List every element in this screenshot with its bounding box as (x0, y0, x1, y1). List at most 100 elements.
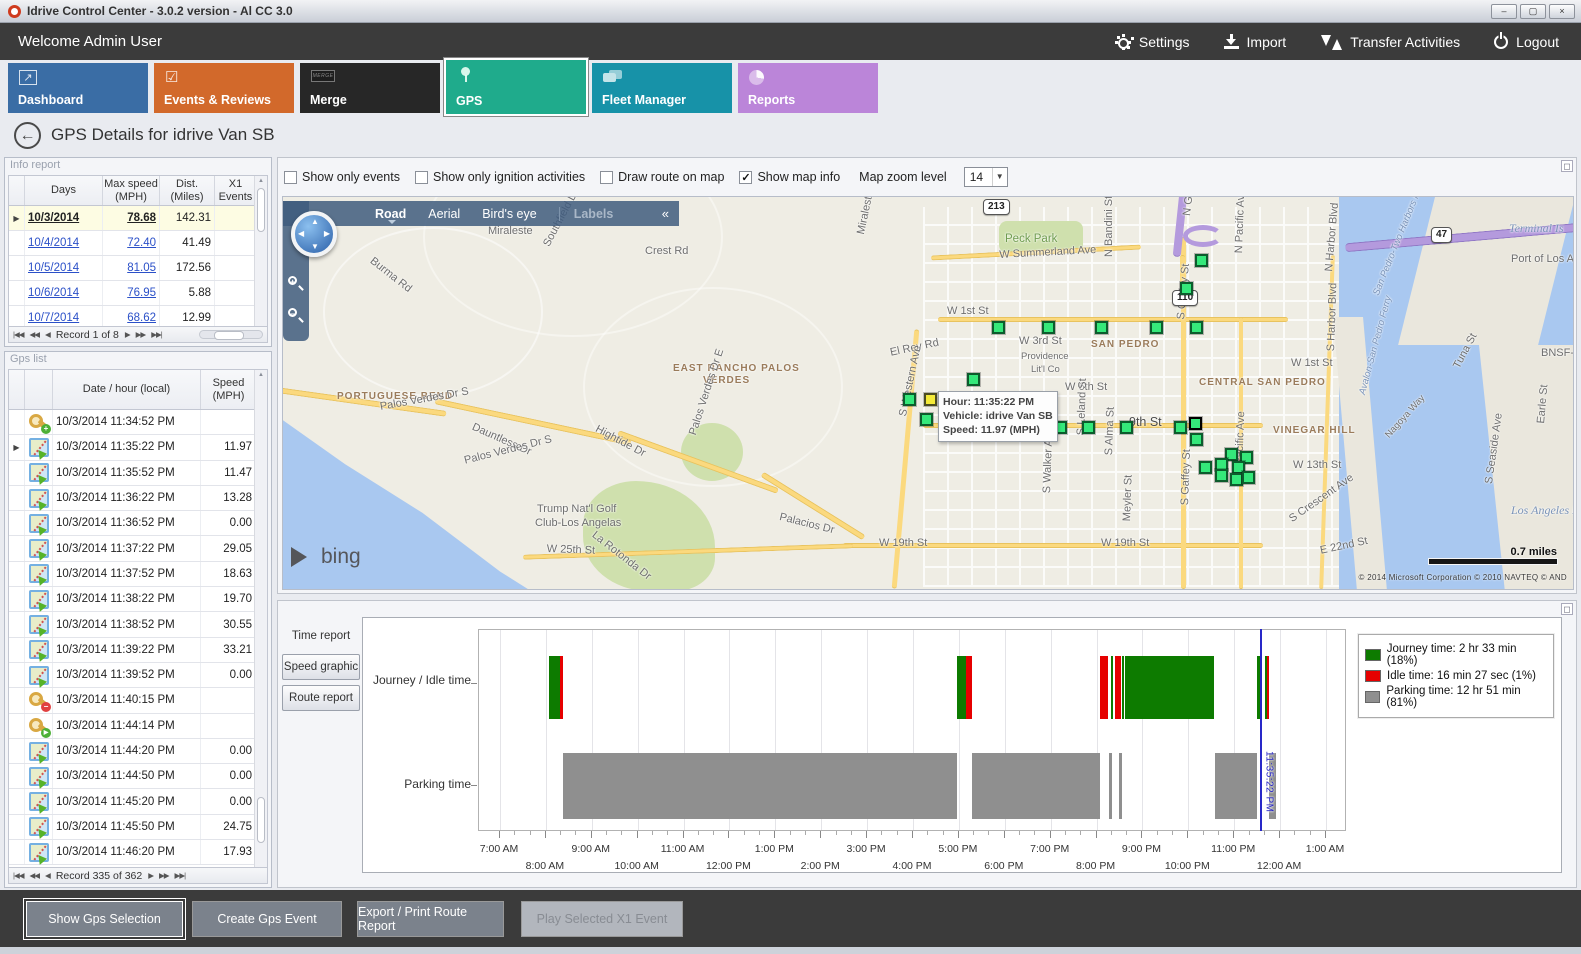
table-row[interactable]: 10/5/2014 81.05 172.56 (9, 256, 267, 282)
tab-time-report[interactable]: Time report (291, 630, 351, 642)
pager-last-icon[interactable]: ▶▶| (174, 871, 187, 880)
scroll-thumb[interactable] (257, 188, 265, 232)
max-speed-link[interactable]: 72.40 (127, 237, 156, 250)
list-item[interactable]: 10/3/2014 11:45:20 PM 0.00 (9, 789, 267, 815)
close-button[interactable]: × (1549, 3, 1575, 19)
tab-dashboard[interactable]: ↗ Dashboard (8, 63, 148, 113)
pager-fastprev-icon[interactable]: ◀◀ (29, 330, 40, 339)
import-button[interactable]: Import (1223, 34, 1286, 50)
tab-events-reviews[interactable]: ☑ Events & Reviews (154, 63, 294, 113)
col-speed[interactable]: Speed (MPH) (212, 376, 245, 402)
checkbox-show-map-info[interactable]: ✓ Show map info (739, 170, 840, 184)
col-x1-events[interactable]: X1 Events (218, 178, 253, 203)
gps-marker[interactable] (1195, 254, 1208, 267)
checkbox-draw-route[interactable]: Draw route on map (600, 170, 724, 184)
export-print-route-report-button[interactable]: Export / Print Route Report (357, 901, 504, 937)
minimize-button[interactable]: – (1491, 3, 1517, 19)
col-dist[interactable]: Dist. (Miles) (160, 176, 215, 206)
cell-days[interactable]: 10/7/2014 (25, 306, 103, 331)
gps-marker[interactable] (1082, 421, 1095, 434)
gps-marker[interactable] (1190, 321, 1203, 334)
map-zoom-out-button[interactable]: − (287, 307, 305, 325)
cell-days[interactable]: 10/6/2014 (25, 281, 103, 306)
transfer-activities-button[interactable]: Transfer Activities (1320, 33, 1460, 51)
tab-reports[interactable]: Reports (738, 63, 878, 113)
gps-marker[interactable] (1215, 469, 1228, 482)
checkbox-show-only-ignition[interactable]: Show only ignition activities (414, 170, 585, 184)
maximize-button[interactable]: ▢ (1520, 3, 1546, 19)
days-link[interactable]: 10/6/2014 (28, 287, 80, 300)
pager-prev-icon[interactable]: ◀ (45, 871, 51, 880)
pager-first-icon[interactable]: |◀◀ (13, 871, 25, 880)
list-item[interactable]: 10/3/2014 11:39:22 PM 33.21 (9, 637, 267, 663)
map-mode-aerial[interactable]: Aerial (428, 206, 461, 221)
pan-left-icon[interactable]: ◀ (298, 229, 305, 238)
cell-max-speed[interactable]: 81.05 (103, 256, 160, 281)
show-gps-selection-button[interactable]: Show Gps Selection (26, 901, 183, 937)
gps-marker[interactable] (1190, 433, 1203, 446)
cell-days[interactable]: 10/3/2014 (25, 206, 103, 231)
gps-marker[interactable] (1242, 471, 1255, 484)
checkbox-icon[interactable] (414, 170, 428, 184)
gps-marker[interactable] (920, 413, 933, 426)
pan-right-icon[interactable]: ▶ (323, 229, 330, 238)
play-selected-x1-event-button[interactable]: Play Selected X1 Event (521, 901, 683, 937)
pager-next-icon[interactable]: ▶ (148, 871, 154, 880)
checkbox-icon[interactable] (284, 170, 297, 184)
pan-up-icon[interactable]: ▲ (311, 217, 319, 226)
tab-route-report[interactable]: Route report (282, 685, 360, 711)
list-item[interactable]: 10/3/2014 11:37:22 PM 29.05 (9, 536, 267, 562)
logout-button[interactable]: Logout (1494, 31, 1559, 50)
list-item[interactable]: 10/3/2014 11:39:52 PM 0.00 (9, 662, 267, 689)
days-link[interactable]: 10/7/2014 (28, 312, 80, 325)
tab-merge[interactable]: MERGE Merge (300, 63, 440, 113)
gps-marker[interactable] (1225, 448, 1238, 461)
list-item[interactable]: 10/3/2014 11:35:52 PM 11.47 (9, 460, 267, 486)
pager-next-icon[interactable]: ▶ (124, 330, 131, 339)
gps-marker[interactable] (1240, 451, 1253, 464)
col-datetime[interactable]: Date / hour (local) (53, 370, 201, 409)
list-item[interactable]: 10/3/2014 11:38:22 PM 19.70 (9, 587, 267, 613)
list-item[interactable]: 10/3/2014 11:38:52 PM 30.55 (9, 612, 267, 638)
gps-marker[interactable] (1120, 421, 1133, 434)
col-days[interactable]: Days (25, 176, 103, 206)
back-button[interactable]: ← (14, 121, 41, 149)
pager-fastnext-icon[interactable]: ▶▶ (159, 871, 170, 880)
cell-max-speed[interactable]: 68.62 (103, 306, 160, 331)
gps-marker[interactable] (1199, 461, 1212, 474)
gps-marker[interactable] (992, 321, 1005, 334)
cell-days[interactable]: 10/5/2014 (25, 256, 103, 281)
list-item[interactable]: 10/3/2014 11:46:20 PM 17.93 (9, 840, 267, 866)
list-item[interactable]: 10/3/2014 11:37:52 PM 18.63 (9, 561, 267, 588)
bing-map[interactable]: Road Aerial Bird's eye Labels « ▲ ▼ ◀ ▶ … (282, 196, 1574, 590)
checkbox-icon[interactable] (600, 170, 614, 184)
cell-days[interactable]: 10/4/2014 (25, 231, 103, 256)
map-mode-road[interactable]: Road (375, 206, 407, 224)
map-mode-birds-eye[interactable]: Bird's eye (482, 206, 537, 221)
gps-marker[interactable] (1095, 321, 1108, 334)
list-item[interactable]: +10/3/2014 11:34:52 PM (9, 410, 267, 436)
list-item[interactable]: 10/3/2014 11:45:50 PM 24.75 (9, 814, 267, 841)
days-link[interactable]: 10/5/2014 (28, 262, 80, 275)
list-item[interactable]: 10/3/2014 11:36:52 PM 0.00 (9, 511, 267, 537)
days-link[interactable]: 10/4/2014 (28, 237, 80, 250)
map-mode-labels[interactable]: Labels (558, 206, 613, 221)
gps-marker[interactable] (1174, 421, 1187, 434)
settings-button[interactable]: Settings (1115, 33, 1190, 50)
pager-last-icon[interactable]: ▶▶| (151, 330, 163, 339)
list-item[interactable]: 10/3/2014 11:44:20 PM 0.00 (9, 738, 267, 765)
pager-horizontal-scrollbar[interactable] (199, 330, 263, 340)
days-link[interactable]: 10/3/2014 (28, 212, 80, 225)
map-zoom-in-button[interactable]: + (287, 275, 305, 293)
pager-prev-icon[interactable]: ◀ (45, 330, 51, 339)
gps-marker[interactable] (1042, 321, 1055, 334)
gps-marker[interactable] (967, 373, 980, 386)
max-speed-link[interactable]: 68.62 (127, 312, 156, 325)
pager-fastprev-icon[interactable]: ◀◀ (29, 871, 40, 880)
scroll-up-icon[interactable]: ▲ (258, 372, 264, 378)
selected-gps-marker[interactable] (924, 393, 937, 406)
pager-first-icon[interactable]: |◀◀ (13, 330, 25, 339)
map-zoom-select[interactable]: 14 ▼ (963, 167, 1008, 187)
list-item[interactable]: ▶ 10/3/2014 11:44:14 PM (9, 713, 267, 739)
cell-max-speed[interactable]: 72.40 (103, 231, 160, 256)
